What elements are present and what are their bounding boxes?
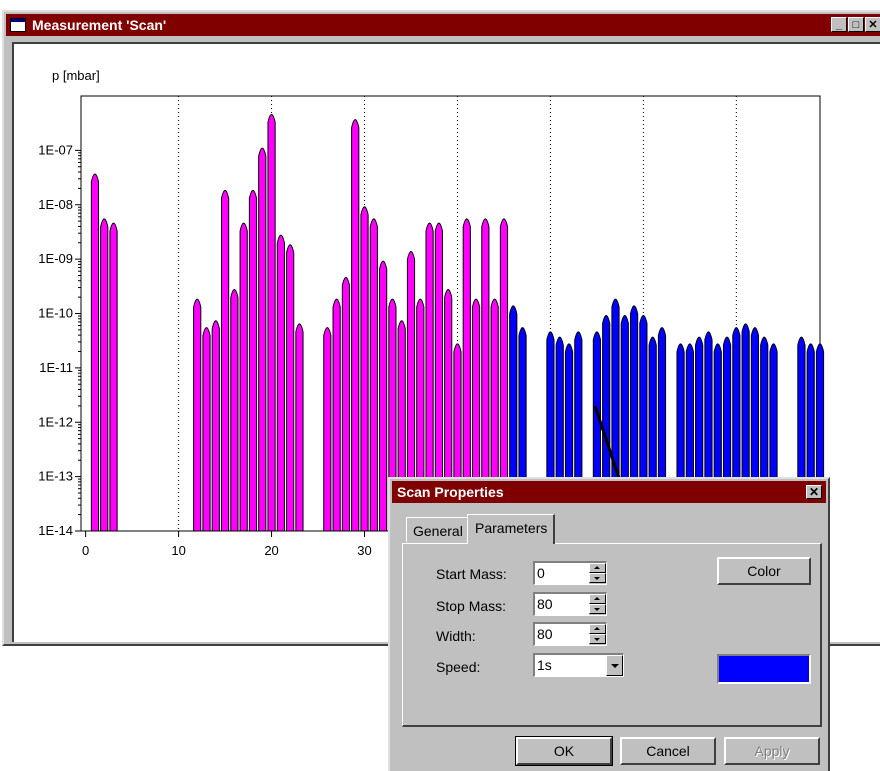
- bar: [276, 234, 285, 532]
- stop-mass-field[interactable]: 80: [533, 592, 607, 616]
- spin-down-icon[interactable]: [589, 573, 606, 583]
- bar: [388, 298, 397, 532]
- x-tick-label: 0: [82, 543, 89, 558]
- window-titlebar[interactable]: Measurement 'Scan' _ □ ✕: [6, 14, 880, 36]
- y-tick-label: 1E-07: [38, 142, 73, 157]
- bar: [323, 327, 332, 532]
- spin-up-icon[interactable]: [589, 563, 606, 573]
- bar: [286, 244, 295, 532]
- dialog-titlebar[interactable]: Scan Properties ✕: [392, 481, 826, 503]
- y-tick-label: 1E-12: [38, 414, 73, 429]
- y-tick-label: 1E-13: [38, 469, 73, 484]
- x-tick-label: 20: [264, 543, 278, 558]
- width-label: Width:: [436, 628, 476, 644]
- chevron-down-icon[interactable]: [606, 655, 623, 676]
- x-tick-label: 10: [171, 543, 185, 558]
- window-app-icon[interactable]: [10, 18, 26, 32]
- spin-down-icon[interactable]: [589, 604, 606, 614]
- spin-down-icon[interactable]: [589, 634, 606, 644]
- parameters-panel: Start Mass: 0 Stop Mass: 80 Width: 80 Sp…: [402, 543, 822, 727]
- bar: [90, 173, 100, 532]
- y-tick-label: 1E-10: [38, 306, 73, 321]
- apply-button[interactable]: Apply: [724, 737, 820, 765]
- bar: [332, 298, 341, 532]
- bar: [230, 289, 239, 532]
- bar: [444, 289, 453, 532]
- y-tick-label: 1E-14: [38, 523, 73, 538]
- bar: [360, 206, 369, 532]
- bar: [267, 113, 276, 532]
- scan-properties-dialog: Scan Properties ✕ General Start Mass: 0 …: [388, 477, 830, 771]
- bar: [471, 298, 481, 532]
- maximize-button[interactable]: □: [848, 17, 864, 32]
- start-mass-value: 0: [537, 565, 545, 581]
- y-tick-label: 1E-08: [38, 197, 73, 212]
- bar: [100, 218, 109, 532]
- y-axis-label: p [mbar]: [52, 68, 100, 83]
- bar: [202, 327, 211, 532]
- window-title: Measurement 'Scan': [32, 17, 167, 33]
- width-spinner[interactable]: [589, 624, 606, 645]
- dialog-title: Scan Properties: [397, 484, 504, 500]
- bar: [258, 147, 267, 532]
- width-value: 80: [537, 626, 553, 642]
- minimize-button[interactable]: _: [831, 17, 847, 32]
- spin-up-icon[interactable]: [589, 594, 606, 604]
- bar: [379, 260, 388, 532]
- bar: [220, 189, 230, 532]
- bar: [499, 218, 509, 532]
- bar: [490, 298, 499, 532]
- start-mass-label: Start Mass:: [436, 566, 507, 582]
- bar: [481, 218, 490, 532]
- bar: [509, 305, 518, 532]
- tab-parameters[interactable]: Parameters: [467, 514, 555, 544]
- ok-button[interactable]: OK: [515, 736, 613, 766]
- dialog-close-button[interactable]: ✕: [806, 485, 822, 499]
- bar: [109, 222, 118, 532]
- stop-mass-value: 80: [537, 596, 553, 612]
- bar: [369, 218, 378, 532]
- bar: [425, 222, 434, 532]
- close-button[interactable]: ✕: [865, 17, 880, 32]
- x-tick-label: 30: [357, 543, 371, 558]
- bar: [351, 119, 360, 532]
- width-field[interactable]: 80: [533, 622, 607, 646]
- bar: [416, 298, 425, 532]
- bar: [434, 222, 443, 532]
- spin-up-icon[interactable]: [589, 624, 606, 634]
- stop-mass-label: Stop Mass:: [436, 598, 507, 614]
- bar: [341, 276, 351, 532]
- bar: [239, 222, 248, 532]
- speed-select[interactable]: 1s: [533, 653, 624, 677]
- y-axis: 1E-14 1E-13 1E-12 1E-11 1E-10 1E-09 1E-08 1E-07: [38, 142, 81, 538]
- bar: [462, 218, 471, 532]
- speed-value: 1s: [537, 657, 552, 673]
- speed-label: Speed:: [436, 659, 481, 675]
- bar: [211, 320, 220, 532]
- x-axis: 0 10 20 30: [82, 531, 372, 558]
- bar: [248, 189, 258, 532]
- color-button[interactable]: Color: [717, 557, 811, 585]
- stop-mass-spinner[interactable]: [589, 594, 606, 615]
- bar: [629, 305, 639, 532]
- tab-general[interactable]: General: [406, 517, 468, 542]
- y-tick-label: 1E-09: [38, 251, 73, 266]
- start-mass-field[interactable]: 0: [533, 561, 607, 585]
- bar: [193, 298, 202, 532]
- start-mass-spinner[interactable]: [589, 563, 606, 584]
- bar: [406, 251, 416, 532]
- y-tick-label: 1E-11: [39, 360, 73, 375]
- cancel-button[interactable]: Cancel: [620, 737, 716, 765]
- bar: [295, 323, 304, 532]
- color-swatch[interactable]: [717, 654, 811, 684]
